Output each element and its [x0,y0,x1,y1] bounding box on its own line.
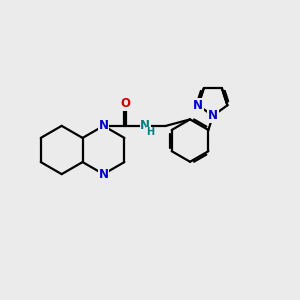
Text: N: N [208,109,218,122]
Text: N: N [98,119,109,132]
Text: N: N [98,168,109,181]
Text: N: N [193,99,203,112]
Text: N: N [140,119,150,132]
Text: H: H [146,127,155,137]
Text: O: O [121,97,130,110]
